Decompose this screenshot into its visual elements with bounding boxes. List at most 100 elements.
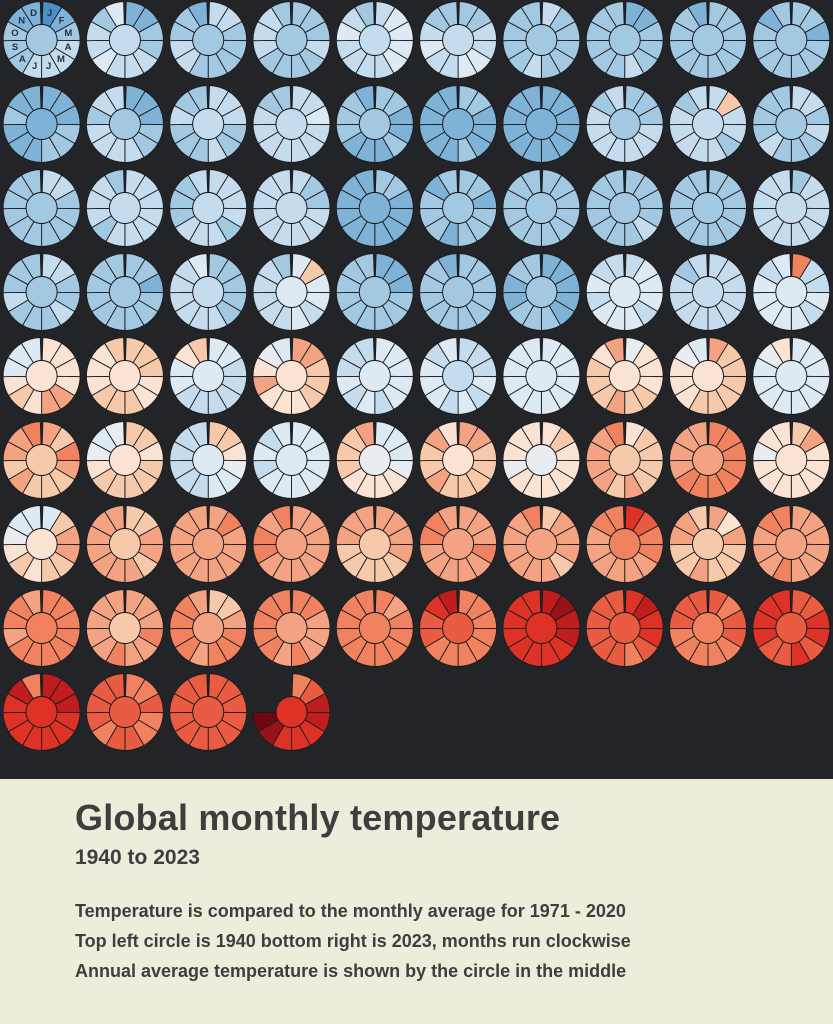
year-circle-2008 (669, 505, 747, 583)
year-circle-1984 (335, 337, 414, 415)
annual-average-circle (442, 444, 475, 476)
annual-average-circle (442, 276, 475, 308)
year-circle-1987 (585, 337, 664, 415)
year-circle-1959 (752, 85, 831, 163)
annual-average-circle (692, 108, 724, 140)
annual-average-circle (275, 696, 308, 728)
annual-average-circle (275, 528, 308, 560)
annual-average-circle (692, 24, 724, 56)
annual-average-circle (775, 192, 808, 224)
annual-average-circle (692, 276, 724, 308)
annual-average-circle (275, 276, 308, 308)
annual-average-circle (192, 192, 225, 224)
annual-average-circle (358, 276, 391, 308)
annual-average-circle (108, 360, 141, 392)
annual-average-circle (192, 108, 225, 140)
year-circle-2023 (252, 673, 331, 751)
year-circle-1958 (669, 85, 747, 163)
annual-average-circle (25, 108, 58, 140)
annual-average-circle (775, 24, 808, 56)
note-layout: Top left circle is 1940 bottom right is … (75, 931, 631, 951)
annual-average-circle (108, 696, 141, 728)
year-circle-1941 (85, 1, 164, 79)
year-circle-1975 (419, 253, 498, 331)
year-circle-1981 (85, 337, 164, 415)
year-circle-1955 (419, 85, 498, 163)
year-circle-1943 (252, 1, 331, 79)
year-circle-1985 (419, 337, 498, 415)
year-circle-1945 (419, 1, 498, 79)
annual-average-circle (358, 444, 391, 476)
chart-notes: Temperature is compared to the monthly a… (75, 896, 813, 986)
annual-average-circle (608, 108, 641, 140)
annual-average-circle (442, 612, 475, 644)
year-circle-1948 (669, 1, 747, 79)
year-circle-1990 (2, 421, 81, 499)
annual-average-circle (608, 612, 641, 644)
year-circle-1942 (169, 1, 248, 79)
year-circle-1999 (752, 421, 831, 499)
annual-average-circle (192, 612, 225, 644)
annual-average-circle (525, 24, 558, 56)
year-circle-1950 (2, 85, 81, 163)
note-baseline: Temperature is compared to the monthly a… (75, 901, 626, 921)
annual-average-circle (358, 528, 391, 560)
annual-average-circle (358, 360, 391, 392)
annual-average-circle (442, 192, 475, 224)
annual-average-circle (525, 108, 558, 140)
annual-average-circle (108, 108, 141, 140)
annual-average-circle (442, 24, 475, 56)
year-circle-2002 (169, 505, 248, 583)
annual-average-circle (192, 528, 225, 560)
annual-average-circle (25, 444, 58, 476)
year-circle-2012 (169, 589, 248, 667)
annual-average-circle (608, 444, 641, 476)
annual-average-circle (192, 696, 225, 728)
caption-panel: Global monthly temperature 1940 to 2023 … (0, 779, 833, 1024)
year-circle-2013 (252, 589, 331, 667)
annual-average-circle (25, 276, 58, 308)
annual-average-circle (608, 192, 641, 224)
year-circle-1978 (669, 253, 747, 331)
year-circle-2017 (585, 589, 664, 667)
year-circle-1993 (252, 421, 331, 499)
year-circle-1953 (252, 85, 331, 163)
year-circle-1974 (335, 253, 414, 331)
year-circle-1964 (335, 169, 414, 247)
month-letter-label: D (30, 8, 37, 19)
annual-average-circle (525, 444, 558, 476)
year-circle-2004 (335, 505, 414, 583)
chart-title: Global monthly temperature (75, 797, 561, 838)
chart-subtitle: 1940 to 2023 (75, 846, 200, 869)
month-letter-label: S (12, 42, 18, 53)
month-letter-label: F (59, 16, 65, 27)
year-circle-2014 (335, 589, 414, 667)
annual-average-circle (775, 276, 808, 308)
year-circle-1957 (585, 85, 664, 163)
month-letter-label: J (46, 61, 51, 72)
year-circle-2000 (2, 505, 81, 583)
year-circle-1946 (502, 1, 581, 79)
year-circle-2016 (502, 589, 581, 667)
year-circle-1967 (585, 169, 664, 247)
year-circle-1973 (252, 253, 331, 331)
year-circle-2019 (752, 589, 831, 667)
annual-average-circle (775, 108, 808, 140)
annual-average-circle (608, 24, 641, 56)
annual-average-circle (525, 528, 558, 560)
year-circle-2015 (419, 589, 498, 667)
annual-average-circle (442, 360, 475, 392)
annual-average-circle (608, 360, 641, 392)
year-circle-2005 (419, 505, 498, 583)
year-circle-1972 (169, 253, 248, 331)
annual-average-circle (442, 528, 475, 560)
year-circle-1969 (752, 169, 831, 247)
annual-average-circle (692, 612, 724, 644)
annual-average-circle (775, 360, 808, 392)
year-circle-2006 (502, 505, 581, 583)
annual-average-circle (358, 612, 391, 644)
year-circle-1982 (169, 337, 248, 415)
annual-average-circle (25, 612, 58, 644)
